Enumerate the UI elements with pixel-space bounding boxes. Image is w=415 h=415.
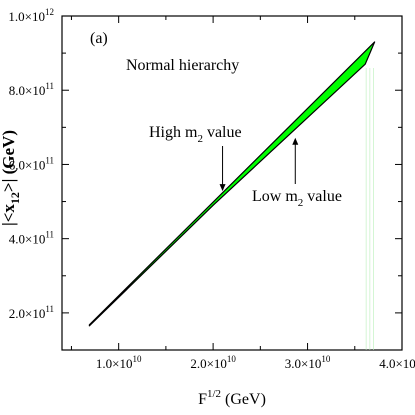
band-area	[88, 41, 376, 327]
x-tick-label: 4.0×1010	[379, 354, 415, 371]
y-tick-exponent: 11	[45, 81, 54, 91]
low-m2-text: Low m	[252, 188, 298, 205]
y-tick-label: 6.0×1011	[9, 155, 54, 172]
y-tick-mantissa: 2.0×10	[9, 306, 46, 321]
y-tick-label: 2.0×1011	[9, 304, 54, 321]
annotation-title: Normal hierarchy	[126, 57, 239, 74]
x-tick-label: 3.0×1010	[285, 354, 331, 371]
x-tick-label: 2.0×1010	[190, 354, 236, 371]
panel-label: (a)	[90, 30, 108, 47]
data-band	[88, 41, 376, 350]
y-tick-exponent: 11	[45, 230, 54, 240]
y-axis-sub: 12	[8, 192, 22, 204]
x-tick-exponent: 10	[321, 354, 331, 364]
high-m2-text: High m	[149, 124, 198, 141]
tick-marks	[62, 15, 403, 351]
y-axis-pre: |<x	[0, 204, 18, 226]
x-tick-label: 1.0×1010	[96, 354, 142, 371]
y-tick-mantissa: 4.0×10	[9, 232, 46, 247]
high-m2-subscript: 2	[197, 133, 203, 145]
y-tick-exponent: 11	[45, 304, 54, 314]
plot-frame	[61, 15, 403, 351]
y-tick-label: 1.0×1012	[8, 7, 54, 24]
x-tick-mantissa: 4.0×10	[379, 356, 415, 371]
annotation-arrows	[219, 137, 299, 192]
y-tick-exponent: 12	[45, 7, 54, 17]
y-axis-label: |<x12>| (GeV)	[0, 130, 22, 226]
y-axis-post: >| (GeV)	[0, 130, 18, 192]
x-tick-mantissa: 1.0×10	[96, 356, 133, 371]
x-tick-mantissa: 2.0×10	[190, 356, 227, 371]
x-axis-base: F	[198, 391, 207, 408]
y-tick-mantissa: 8.0×10	[9, 83, 46, 98]
low-m2-suffix: value	[303, 188, 342, 205]
high-m2-suffix: value	[203, 124, 242, 141]
x-tick-exponent: 10	[227, 354, 237, 364]
x-tick-mantissa: 3.0×10	[285, 356, 322, 371]
low-m2-arrowhead	[292, 137, 299, 145]
y-tick-label: 4.0×1011	[9, 230, 54, 247]
text-layer: 1.0×10102.0×10103.0×10104.0×10102.0×1011…	[0, 7, 415, 408]
y-tick-mantissa: 6.0×10	[9, 157, 46, 172]
x-axis-label: F1/2 (GeV)	[198, 388, 266, 408]
x-axis-sup: 1/2	[207, 388, 221, 400]
y-tick-exponent: 11	[45, 155, 54, 165]
x-tick-exponent: 10	[132, 354, 142, 364]
y-tick-label: 8.0×1011	[9, 81, 54, 98]
high-m2-arrowhead	[219, 184, 226, 192]
y-tick-mantissa: 1.0×10	[8, 9, 45, 24]
high-m2-label: High m2 value	[149, 124, 242, 145]
x-axis-unit: (GeV)	[221, 391, 266, 408]
low-m2-subscript: 2	[298, 197, 304, 209]
low-m2-label: Low m2 value	[252, 188, 342, 209]
